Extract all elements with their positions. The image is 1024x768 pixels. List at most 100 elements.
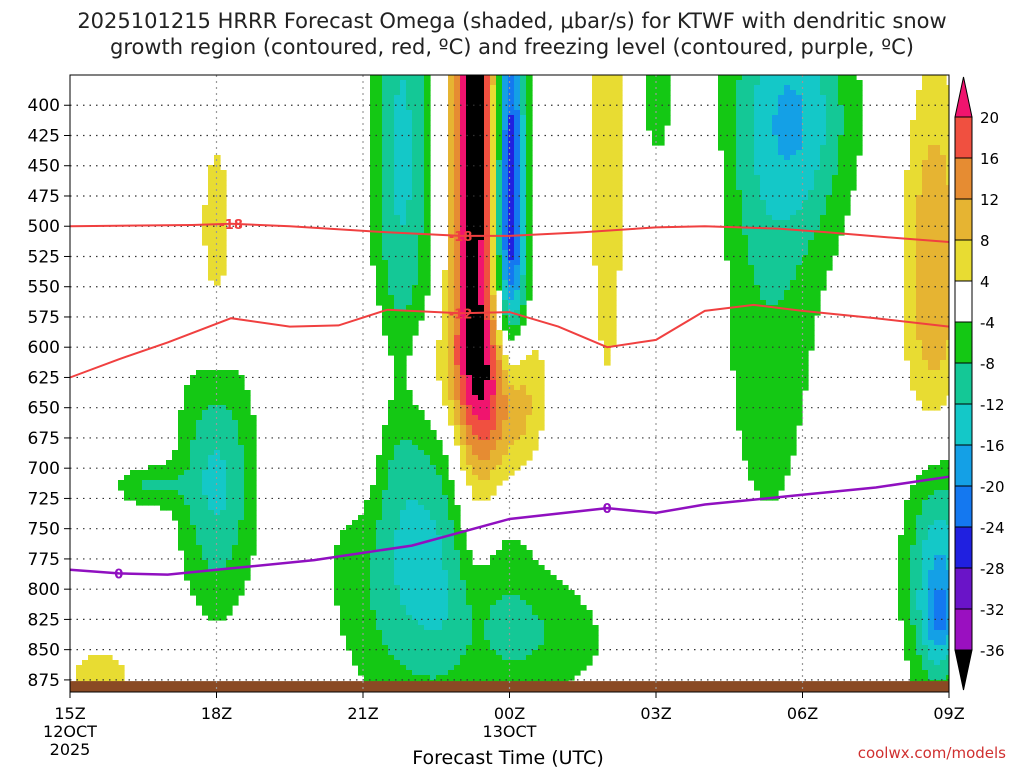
omega-cell bbox=[472, 445, 479, 451]
omega-cell bbox=[472, 675, 479, 681]
omega-cell bbox=[424, 465, 431, 471]
omega-cell bbox=[466, 615, 473, 621]
omega-cell bbox=[532, 370, 539, 376]
omega-cell bbox=[448, 240, 455, 246]
omega-cell bbox=[394, 585, 401, 591]
omega-cell bbox=[226, 405, 233, 411]
omega-cell bbox=[394, 90, 401, 96]
omega-cell bbox=[466, 555, 473, 561]
omega-cell bbox=[382, 170, 389, 176]
omega-cell bbox=[742, 85, 749, 91]
omega-cell bbox=[592, 105, 599, 111]
omega-cell bbox=[496, 645, 503, 651]
omega-cell bbox=[502, 230, 509, 236]
omega-cell bbox=[418, 485, 425, 491]
omega-cell bbox=[214, 435, 221, 441]
omega-cell bbox=[454, 505, 461, 511]
omega-cell bbox=[514, 175, 521, 181]
omega-cell bbox=[382, 150, 389, 156]
omega-cell bbox=[454, 635, 461, 641]
omega-cell bbox=[178, 530, 185, 536]
omega-cell bbox=[430, 555, 437, 561]
omega-cell bbox=[484, 605, 491, 611]
omega-cell bbox=[478, 435, 485, 441]
omega-cell bbox=[382, 425, 389, 431]
omega-cell bbox=[514, 230, 521, 236]
omega-cell bbox=[394, 335, 401, 341]
omega-cell bbox=[208, 215, 215, 221]
omega-cell bbox=[472, 360, 479, 366]
omega-cell bbox=[448, 185, 455, 191]
omega-cell bbox=[592, 250, 599, 256]
omega-cell bbox=[172, 510, 179, 516]
omega-cell bbox=[94, 655, 101, 661]
omega-cell bbox=[550, 620, 557, 626]
omega-cell bbox=[466, 325, 473, 331]
omega-cell bbox=[754, 120, 761, 126]
omega-cell bbox=[418, 80, 425, 86]
omega-cell bbox=[760, 375, 767, 381]
omega-cell bbox=[454, 220, 461, 226]
omega-cell bbox=[514, 120, 521, 126]
omega-cell bbox=[238, 570, 245, 576]
omega-cell bbox=[196, 385, 203, 391]
omega-cell bbox=[526, 105, 533, 111]
omega-cell bbox=[376, 215, 383, 221]
omega-cell bbox=[418, 590, 425, 596]
omega-cell bbox=[748, 295, 755, 301]
omega-cell bbox=[136, 475, 143, 481]
omega-cell bbox=[184, 525, 191, 531]
omega-cell bbox=[424, 530, 431, 536]
omega-cell bbox=[460, 415, 467, 421]
omega-cell bbox=[514, 140, 521, 146]
omega-cell bbox=[742, 275, 749, 281]
omega-cell bbox=[754, 325, 761, 331]
omega-cell bbox=[580, 645, 587, 651]
omega-cell bbox=[604, 140, 611, 146]
omega-cell bbox=[466, 605, 473, 611]
omega-cell bbox=[244, 425, 251, 431]
omega-cell bbox=[208, 405, 215, 411]
omega-cell bbox=[520, 215, 527, 221]
omega-cell bbox=[370, 165, 377, 171]
omega-cell bbox=[736, 195, 743, 201]
omega-cell bbox=[442, 380, 449, 386]
omega-cell bbox=[538, 365, 545, 371]
omega-cell bbox=[742, 155, 749, 161]
omega-cell bbox=[370, 75, 377, 81]
omega-cell bbox=[520, 210, 527, 216]
omega-cell bbox=[418, 650, 425, 656]
omega-cell bbox=[748, 290, 755, 296]
omega-cell bbox=[358, 650, 365, 656]
omega-cell bbox=[478, 125, 485, 131]
omega-cell bbox=[526, 410, 533, 416]
omega-cell bbox=[526, 290, 533, 296]
omega-cell bbox=[442, 290, 449, 296]
omega-cell bbox=[610, 135, 617, 141]
omega-cell bbox=[352, 520, 359, 526]
omega-cell bbox=[598, 155, 605, 161]
omega-cell bbox=[616, 245, 623, 251]
omega-cell bbox=[214, 540, 221, 546]
omega-cell bbox=[736, 205, 743, 211]
omega-cell bbox=[418, 215, 425, 221]
omega-cell bbox=[736, 365, 743, 371]
omega-cell bbox=[430, 560, 437, 566]
omega-cell bbox=[550, 600, 557, 606]
omega-cell bbox=[388, 485, 395, 491]
omega-cell bbox=[406, 255, 413, 261]
omega-cell bbox=[448, 605, 455, 611]
omega-cell bbox=[418, 235, 425, 241]
omega-cell bbox=[106, 665, 113, 671]
omega-cell bbox=[598, 290, 605, 296]
omega-cell bbox=[526, 555, 533, 561]
omega-cell bbox=[418, 605, 425, 611]
omega-cell bbox=[196, 435, 203, 441]
omega-cell bbox=[754, 85, 761, 91]
omega-cell bbox=[772, 420, 779, 426]
omega-cell bbox=[478, 420, 485, 426]
omega-cell bbox=[514, 130, 521, 136]
omega-cell bbox=[424, 435, 431, 441]
omega-cell bbox=[496, 570, 503, 576]
omega-cell bbox=[406, 190, 413, 196]
